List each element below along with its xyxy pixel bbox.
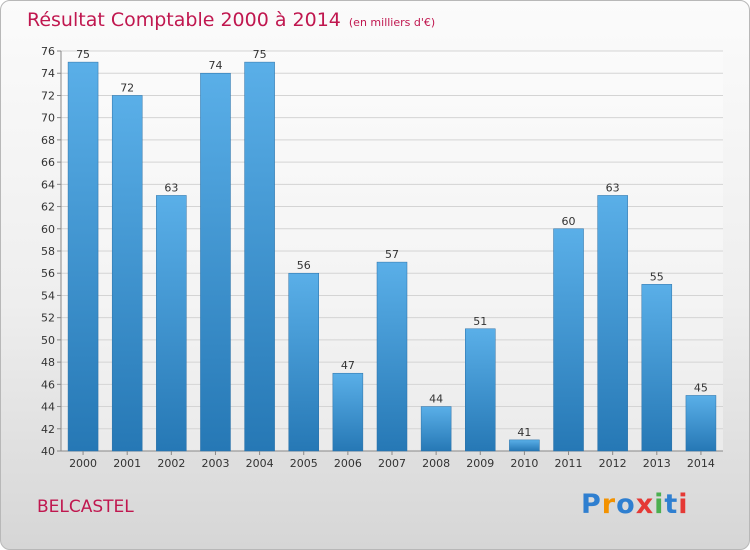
x-tick-label: 2002: [157, 457, 185, 470]
data-label: 63: [164, 181, 178, 194]
x-tick-label: 2005: [290, 457, 318, 470]
data-label: 51: [473, 315, 487, 328]
x-tick-label: 2008: [422, 457, 450, 470]
chart-title-text: Résultat Comptable 2000 à 2014: [27, 9, 341, 31]
bar: [332, 372, 364, 452]
y-tick-label: 46: [41, 378, 55, 391]
y-tick-label: 66: [41, 156, 55, 169]
bar: [288, 272, 319, 452]
x-tick-label: 2001: [113, 457, 141, 470]
y-tick-label: 68: [41, 134, 55, 147]
bar: [597, 195, 628, 452]
data-label: 44: [429, 393, 443, 406]
chart-subtitle: (en milliers d'€): [348, 16, 436, 29]
logo-letter: i: [654, 489, 665, 520]
logo-letter: t: [664, 489, 679, 520]
y-tick-label: 50: [41, 334, 55, 347]
bar: [156, 195, 187, 452]
bar: [553, 228, 584, 452]
x-tick-label: 2009: [466, 457, 494, 470]
bar: [111, 95, 143, 452]
town-name: BELCASTEL: [37, 497, 134, 517]
y-tick-label: 70: [41, 112, 55, 125]
data-label: 56: [297, 259, 311, 272]
x-tick-label: 2003: [201, 457, 229, 470]
data-label: 74: [208, 59, 222, 72]
bar: [465, 328, 496, 452]
y-tick-label: 72: [41, 89, 55, 102]
data-label: 55: [650, 270, 664, 283]
x-tick-label: 2004: [246, 457, 274, 470]
y-tick-label: 52: [41, 312, 55, 325]
y-tick-label: 76: [41, 45, 55, 58]
bar: [509, 439, 540, 452]
bar: [376, 261, 408, 452]
logo-letter: x: [635, 489, 655, 520]
data-label: 75: [253, 48, 267, 61]
logo-letter: o: [616, 489, 636, 520]
bar: [420, 406, 452, 452]
x-tick-label: 2013: [643, 457, 671, 470]
y-tick-label: 60: [41, 223, 55, 236]
data-label: 72: [120, 81, 134, 94]
y-tick-label: 48: [41, 356, 55, 369]
x-tick-label: 2006: [334, 457, 362, 470]
bar: [641, 284, 673, 452]
x-tick-label: 2012: [599, 457, 627, 470]
x-tick-label: 2007: [378, 457, 406, 470]
y-tick-label: 40: [41, 445, 55, 458]
x-tick-label: 2000: [69, 457, 97, 470]
x-tick-label: 2014: [687, 457, 715, 470]
data-label: 45: [694, 381, 708, 394]
y-tick-label: 54: [41, 289, 55, 302]
y-tick-label: 56: [41, 267, 55, 280]
y-tick-label: 44: [41, 401, 55, 414]
data-label: 47: [341, 359, 355, 372]
y-tick-label: 62: [41, 201, 55, 214]
y-tick-label: 64: [41, 178, 55, 191]
y-tick-label: 42: [41, 423, 55, 436]
data-label: 75: [76, 48, 90, 61]
y-tick-label: 74: [41, 67, 55, 80]
logo-letter: i: [678, 489, 689, 520]
logo-letter: r: [601, 489, 617, 520]
bar: [244, 61, 275, 452]
data-label: 41: [517, 426, 531, 439]
data-label: 57: [385, 248, 399, 261]
chart-title: Résultat Comptable 2000 à 2014 (en millie…: [27, 9, 435, 31]
x-tick-label: 2010: [510, 457, 538, 470]
data-label: 63: [606, 181, 620, 194]
logo-letter: P: [581, 489, 602, 520]
proxiti-logo: Proxiti: [581, 489, 689, 520]
bar: [200, 72, 231, 452]
bar: [67, 61, 99, 452]
y-tick-label: 58: [41, 245, 55, 258]
x-tick-label: 2011: [555, 457, 583, 470]
data-label: 60: [562, 215, 576, 228]
bar: [685, 395, 717, 452]
